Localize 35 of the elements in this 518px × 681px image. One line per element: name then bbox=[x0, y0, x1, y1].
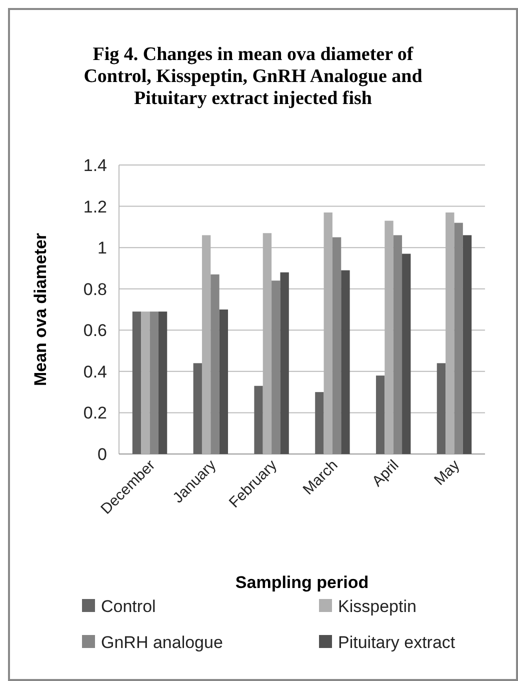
bar bbox=[210, 274, 220, 454]
bar bbox=[436, 363, 446, 454]
y-tick-label: 0.2 bbox=[83, 404, 107, 423]
bar bbox=[454, 222, 463, 454]
y-tick-label: 0.6 bbox=[83, 321, 107, 340]
bar bbox=[341, 270, 350, 454]
y-axis-title: Mean ova diameter bbox=[31, 232, 50, 386]
x-tick-label: May bbox=[431, 456, 464, 489]
bar bbox=[193, 363, 202, 454]
bar bbox=[376, 376, 385, 454]
bar bbox=[141, 312, 150, 454]
y-tick-label: 0.4 bbox=[83, 362, 107, 382]
y-tick-label: 0.8 bbox=[83, 280, 107, 299]
chart-title: Fig 4. Changes in mean ova diameter of Control, Kisspeptin, GnRH Analogue and Pituitary extract injected fish bbox=[84, 44, 423, 109]
x-axis-title: Sampling period bbox=[235, 573, 369, 592]
legend-label: Pituitary extract bbox=[338, 633, 456, 652]
y-tick-label: 1 bbox=[98, 238, 107, 258]
bar bbox=[150, 312, 158, 454]
bar bbox=[332, 237, 342, 454]
bar bbox=[254, 386, 263, 454]
bar bbox=[280, 272, 289, 454]
bar bbox=[158, 312, 168, 454]
bar bbox=[132, 312, 142, 454]
bar bbox=[402, 254, 411, 454]
bar bbox=[219, 310, 228, 454]
bar bbox=[462, 235, 472, 454]
legend-label: Kisspeptin bbox=[338, 597, 416, 616]
y-tick-label: 1.4 bbox=[83, 156, 107, 175]
legend-label: Control bbox=[101, 597, 156, 616]
bar bbox=[315, 392, 324, 454]
y-tick-label: 1.2 bbox=[83, 197, 107, 216]
bar bbox=[272, 280, 280, 454]
bar bbox=[393, 235, 402, 454]
legend-label: GnRH analogue bbox=[101, 633, 223, 652]
y-tick-label: 0 bbox=[98, 445, 107, 464]
